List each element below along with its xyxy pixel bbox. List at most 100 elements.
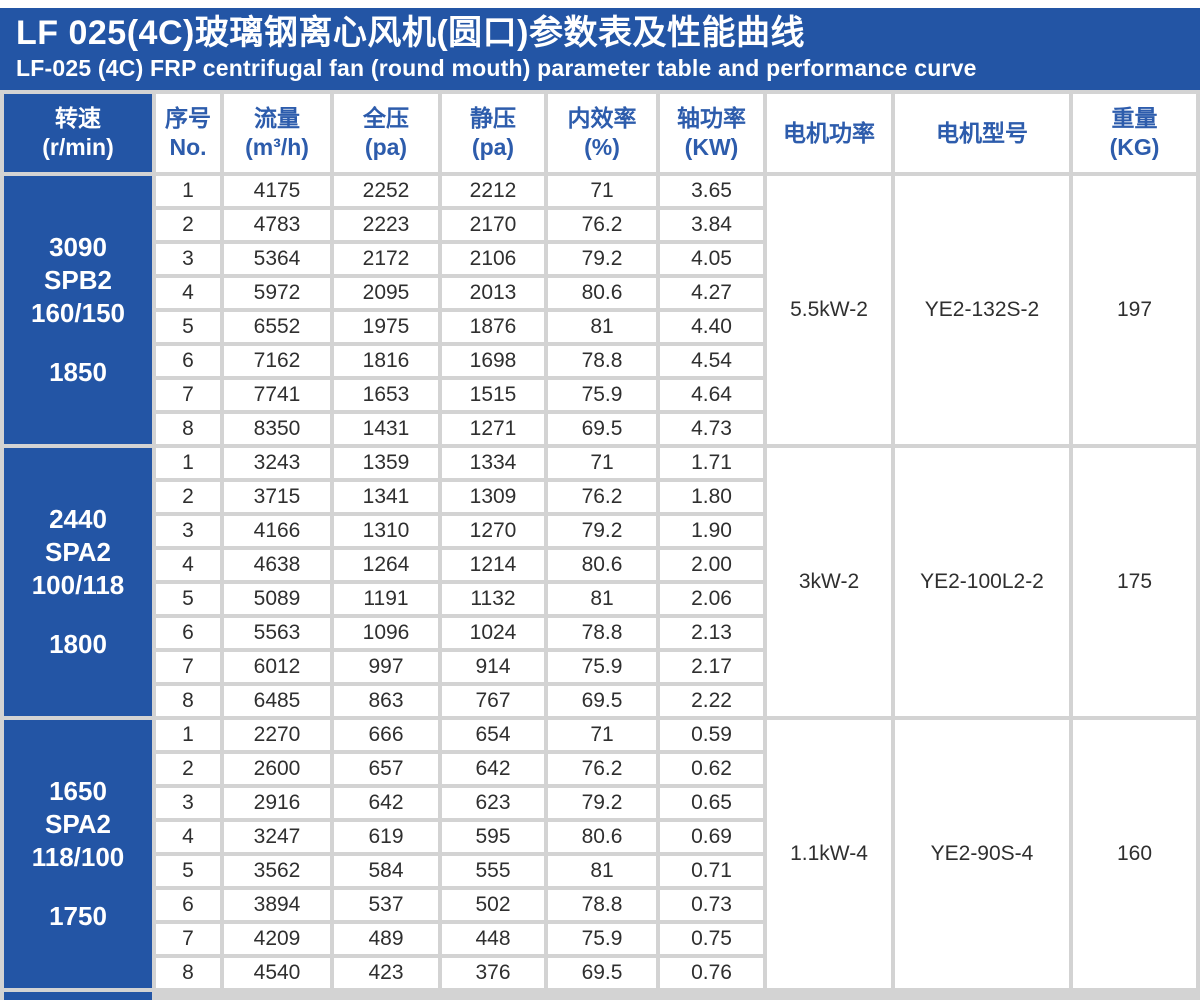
- speed-value: 1650: [49, 776, 107, 806]
- shaft-power-cell: 0.62: [660, 754, 763, 784]
- parameter-table: 转速 (r/min) 序号 No. 流量 (m³/h) 全压 (pa) 静压 (…: [0, 90, 1200, 1000]
- static-pressure-cell: 448: [442, 924, 544, 954]
- total-pressure-cell: 2172: [334, 244, 438, 274]
- table-row: 5 5089 1191 1132 81 2.06: [4, 584, 1196, 614]
- static-pressure-cell: 2170: [442, 210, 544, 240]
- total-pressure-cell: 2223: [334, 210, 438, 240]
- total-pressure-cell: 1816: [334, 346, 438, 376]
- no-cell: 1: [156, 176, 220, 206]
- no-cell: 5: [156, 856, 220, 886]
- table-row: 7 4209 489 448 75.9 0.75: [4, 924, 1196, 954]
- static-pressure-cell: 1698: [442, 346, 544, 376]
- static-pressure-cell: 914: [442, 652, 544, 682]
- shaft-power-cell: 1.90: [660, 516, 763, 546]
- flow-cell: 4166: [224, 516, 330, 546]
- speed-value: 2440: [49, 504, 107, 534]
- total-pressure-cell: 1264: [334, 550, 438, 580]
- shaft-power-cell: 0.71: [660, 856, 763, 886]
- col-header-shaft-power: 轴功率 (KW): [660, 94, 763, 172]
- no-cell: 8: [156, 414, 220, 444]
- static-pressure-cell: 1214: [442, 550, 544, 580]
- col-header-speed-unit: (r/min): [42, 134, 114, 160]
- shaft-power-cell: 4.27: [660, 278, 763, 308]
- flow-cell: 7741: [224, 380, 330, 410]
- no-cell: 4: [156, 550, 220, 580]
- shaft-power-cell: 2.00: [660, 550, 763, 580]
- table-row: 8 4540 423 376 69.5 0.76: [4, 958, 1196, 988]
- total-pressure-cell: 642: [334, 788, 438, 818]
- table-row: 4 3247 619 595 80.6 0.69: [4, 822, 1196, 852]
- total-pressure-cell: 1096: [334, 618, 438, 648]
- no-cell: 3: [156, 516, 220, 546]
- total-pressure-cell: 2095: [334, 278, 438, 308]
- speed-group-cell: 3090 SPB2 160/150 1850: [4, 176, 152, 444]
- flow-cell: 3247: [224, 822, 330, 852]
- total-pressure-cell: 666: [334, 720, 438, 750]
- table-row: 6 5563 1096 1024 78.8 2.13: [4, 618, 1196, 648]
- next-speed-group-cell: [4, 992, 152, 1000]
- shaft-power-cell: 1.71: [660, 448, 763, 478]
- efficiency-cell: 76.2: [548, 482, 656, 512]
- no-cell: 1: [156, 720, 220, 750]
- table-row: 2 4783 2223 2170 76.2 3.84: [4, 210, 1196, 240]
- efficiency-cell: 78.8: [548, 618, 656, 648]
- pulley-ratio: 100/118: [31, 570, 125, 600]
- no-cell: 8: [156, 686, 220, 716]
- efficiency-cell: 80.6: [548, 278, 656, 308]
- static-pressure-cell: 555: [442, 856, 544, 886]
- shaft-power-cell: 0.69: [660, 822, 763, 852]
- no-cell: 7: [156, 652, 220, 682]
- flow-cell: 5364: [224, 244, 330, 274]
- table-row: 3090 SPB2 160/150 1850 1 4175 2252 2212 …: [4, 176, 1196, 444]
- efficiency-cell: 78.8: [548, 346, 656, 376]
- shaft-power-cell: 1.80: [660, 482, 763, 512]
- total-pressure-cell: 2252: [334, 176, 438, 206]
- weight-cell: 175: [1073, 448, 1196, 716]
- table-row: 2 2600 657 642 76.2 0.62: [4, 754, 1196, 784]
- efficiency-cell: 79.2: [548, 244, 656, 274]
- no-cell: 1: [156, 448, 220, 478]
- flow-cell: 6012: [224, 652, 330, 682]
- flow-cell: 4638: [224, 550, 330, 580]
- col-header-static-pressure: 静压 (pa): [442, 94, 544, 172]
- no-cell: 6: [156, 346, 220, 376]
- table-row-clipped: [4, 992, 1196, 1000]
- motor-speed-value: 1750: [49, 901, 107, 931]
- flow-cell: 5972: [224, 278, 330, 308]
- col-header-speed: 转速 (r/min): [4, 94, 152, 172]
- flow-cell: 4209: [224, 924, 330, 954]
- total-pressure-cell: 423: [334, 958, 438, 988]
- static-pressure-cell: 2106: [442, 244, 544, 274]
- static-pressure-cell: 2212: [442, 176, 544, 206]
- efficiency-cell: 71: [548, 176, 656, 206]
- efficiency-cell: 69.5: [548, 414, 656, 444]
- total-pressure-cell: 863: [334, 686, 438, 716]
- efficiency-cell: 79.2: [548, 516, 656, 546]
- static-pressure-cell: 2013: [442, 278, 544, 308]
- efficiency-cell: 81: [548, 856, 656, 886]
- total-pressure-cell: 584: [334, 856, 438, 886]
- flow-cell: 6485: [224, 686, 330, 716]
- col-header-flow: 流量 (m³/h): [224, 94, 330, 172]
- flow-cell: 2270: [224, 720, 330, 750]
- efficiency-cell: 80.6: [548, 822, 656, 852]
- shaft-power-cell: 4.64: [660, 380, 763, 410]
- no-cell: 3: [156, 788, 220, 818]
- static-pressure-cell: 623: [442, 788, 544, 818]
- static-pressure-cell: 642: [442, 754, 544, 784]
- no-cell: 4: [156, 822, 220, 852]
- shaft-power-cell: 0.65: [660, 788, 763, 818]
- page-subtitle: LF-025 (4C) FRP centrifugal fan (round m…: [16, 55, 977, 81]
- static-pressure-cell: 1515: [442, 380, 544, 410]
- belt-type: SPA2: [45, 809, 111, 839]
- efficiency-cell: 81: [548, 584, 656, 614]
- no-cell: 5: [156, 312, 220, 342]
- no-cell: 7: [156, 380, 220, 410]
- no-cell: 5: [156, 584, 220, 614]
- static-pressure-cell: 1024: [442, 618, 544, 648]
- shaft-power-cell: 4.05: [660, 244, 763, 274]
- motor-power-cell: 1.1kW-4: [767, 720, 891, 988]
- static-pressure-cell: 595: [442, 822, 544, 852]
- shaft-power-cell: 0.59: [660, 720, 763, 750]
